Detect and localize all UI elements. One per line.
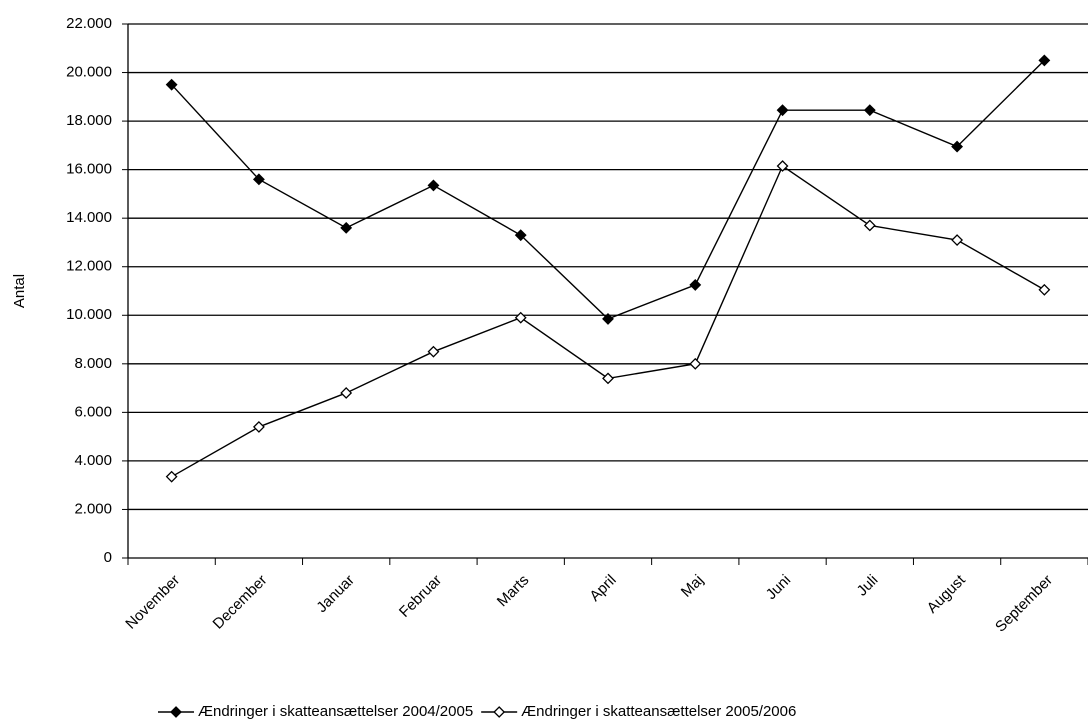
y-tick-label: 0: [104, 549, 112, 566]
data-point: [514, 229, 527, 242]
y-tick-label: 18.000: [66, 112, 112, 129]
x-tick-label: Januar: [313, 572, 357, 616]
y-tick-label: 8.000: [74, 355, 112, 372]
data-point: [863, 219, 876, 232]
legend-marker: [170, 706, 182, 718]
data-point: [689, 357, 702, 370]
data-point: [1038, 54, 1051, 67]
data-point: [863, 104, 876, 117]
y-tick-label: 4.000: [74, 452, 112, 469]
data-point: [252, 173, 265, 186]
data-point: [602, 312, 614, 325]
data-point: [776, 160, 789, 172]
data-point: [951, 140, 964, 153]
x-tick-label: Maj: [678, 572, 707, 601]
data-point: [427, 345, 440, 358]
data-point: [514, 311, 527, 324]
y-tick-label: 12.000: [66, 258, 112, 275]
data-point: [602, 372, 614, 385]
x-tick-label: Juli: [854, 572, 882, 600]
legend-label: Ændringer i skatteansættelser 2004/2005: [198, 703, 473, 720]
data-point: [165, 470, 178, 483]
data-point: [776, 104, 789, 117]
data-point: [1038, 283, 1051, 296]
data-point: [427, 179, 440, 192]
y-tick-label: 20.000: [66, 64, 112, 81]
legend-label: Ændringer i skatteansættelser 2005/2006: [521, 703, 796, 720]
y-axis-label: Antal: [11, 274, 28, 308]
y-tick-label: 22.000: [66, 15, 112, 32]
x-tick-label: April: [586, 572, 619, 605]
x-tick-label: December: [210, 572, 271, 633]
x-tick-label: Juni: [763, 572, 794, 603]
y-tick-label: 2.000: [74, 500, 112, 517]
x-tick-label: Marts: [494, 572, 533, 611]
series-line: [171, 59, 1045, 320]
data-point: [340, 221, 353, 234]
x-tick-label: November: [122, 572, 183, 633]
data-point: [165, 78, 178, 91]
legend-marker: [493, 706, 506, 718]
y-tick-label: 14.000: [66, 209, 112, 226]
data-point: [340, 387, 353, 399]
data-point: [689, 279, 702, 291]
data-point: [252, 421, 265, 433]
x-tick-label: Februar: [396, 572, 445, 621]
x-tick-label: August: [924, 571, 970, 617]
x-tick-label: September: [992, 572, 1056, 636]
y-tick-label: 16.000: [66, 161, 112, 178]
data-point: [951, 234, 964, 246]
y-tick-label: 10.000: [66, 306, 112, 323]
y-tick-label: 6.000: [74, 403, 112, 420]
